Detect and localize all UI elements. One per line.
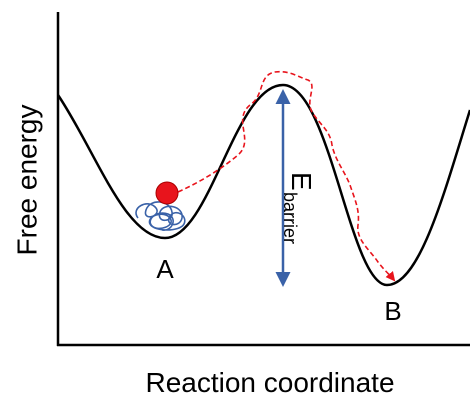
energy-curve (56, 83, 470, 287)
x-axis-label: Reaction coordinate (145, 367, 394, 398)
barrier-label: E barrier (280, 172, 317, 244)
barrier-subscript: barrier (280, 192, 300, 244)
particle (155, 181, 179, 205)
barrier-symbol: E (286, 172, 317, 191)
state-label: A (156, 254, 174, 284)
polymer-coil (135, 201, 186, 231)
pathway (177, 70, 396, 282)
y-axis-label: Free energy (11, 105, 42, 256)
state-label: B (384, 296, 401, 326)
